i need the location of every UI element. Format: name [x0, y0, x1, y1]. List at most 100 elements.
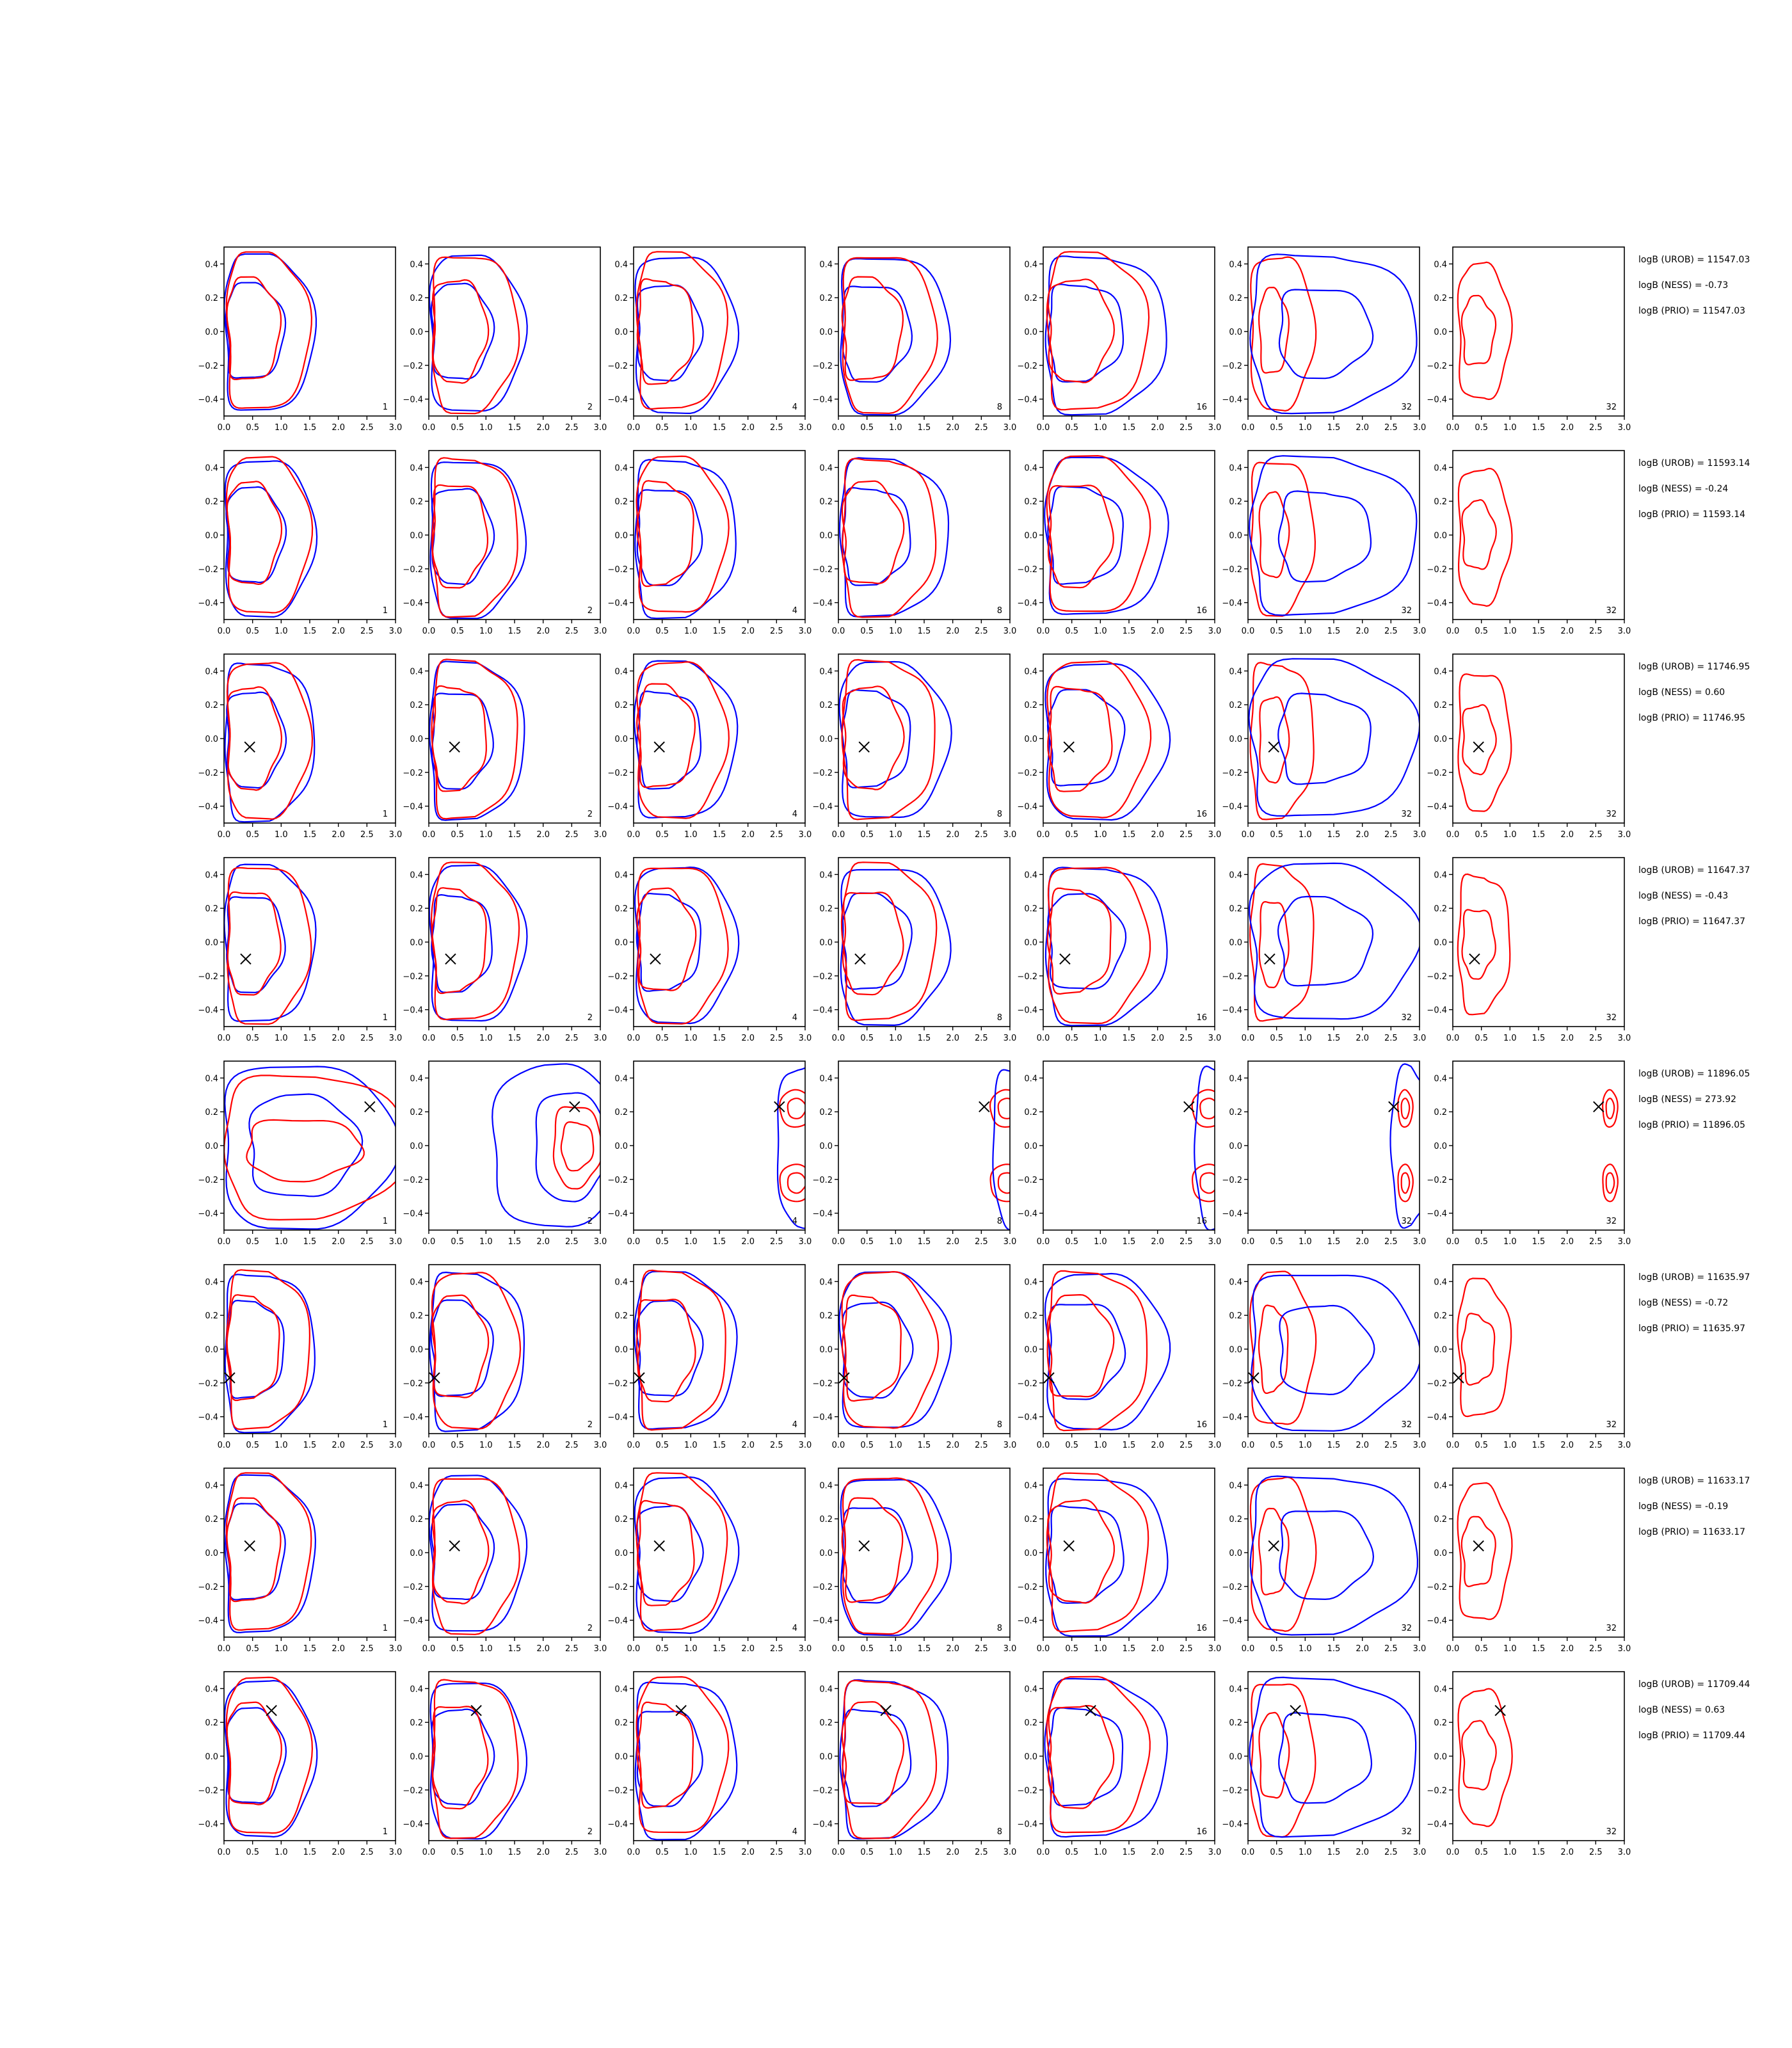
- axes-frame: [223, 857, 396, 1027]
- truth-marker: [1264, 953, 1276, 965]
- logb-annotations-row-4: logB (UROB) = 11647.37 logB (NESS) = -0.4…: [1638, 865, 1750, 927]
- x-tick-label: 0.5: [1065, 1237, 1078, 1247]
- x-tick-label: 3.0: [389, 1848, 403, 1857]
- x-tick-label: 2.5: [975, 830, 988, 840]
- y-tick-label: 0.2: [1229, 294, 1242, 303]
- y-tick-label: 0.0: [1024, 1752, 1037, 1762]
- x-tick-label: 1.5: [918, 1848, 931, 1857]
- y-tick-label: 0.0: [614, 1752, 628, 1762]
- x-tick-label: 1.0: [275, 1644, 288, 1654]
- x-tick-label: 1.0: [684, 1441, 698, 1450]
- subplot-r8-c6: 0.0 0.5 1.0 1.5 2.0 2.5 3.0 0.4 0.2 0.0 −0.2 −0.4 32: [1222, 1671, 1426, 1857]
- y-tick-label: 0.2: [410, 294, 423, 303]
- contour-group: [1602, 1089, 1619, 1203]
- panel-label: 32: [1401, 1827, 1412, 1837]
- x-tick-label: 0.0: [1242, 423, 1255, 433]
- y-tick-label: 0.0: [1229, 328, 1242, 337]
- x-tick-label: 2.0: [946, 1848, 959, 1857]
- red-contour-line: [842, 1679, 938, 1839]
- panel-label: 4: [792, 403, 797, 412]
- y-tick-label: −0.2: [403, 1176, 423, 1185]
- y-tick-label: −0.2: [1017, 1786, 1037, 1796]
- axes-frame: [223, 246, 396, 417]
- panel-label: 1: [383, 810, 388, 819]
- x-tick-label: 0.0: [1037, 830, 1050, 840]
- truth-marker: [979, 1101, 990, 1112]
- y-tick-label: 0.2: [614, 294, 628, 303]
- x-tick-label: 2.5: [1589, 830, 1603, 840]
- logb-annotations-row-8: logB (UROB) = 11709.44 logB (NESS) = 0.63…: [1638, 1679, 1750, 1741]
- red-contour-line: [842, 685, 905, 790]
- contour-group: [1249, 1475, 1419, 1636]
- y-tick-label: 0.4: [410, 1684, 423, 1694]
- truth-marker: [650, 953, 661, 965]
- contour-group: [429, 861, 528, 1022]
- x-tick-label: 2.5: [1180, 830, 1193, 840]
- red-contour-line: [1046, 1270, 1148, 1432]
- panel-label: 8: [997, 1420, 1002, 1430]
- x-tick-label: 3.0: [1004, 1034, 1017, 1043]
- x-tick-label: 3.0: [799, 423, 812, 433]
- contour-group: [838, 659, 952, 820]
- y-tick-label: −0.2: [198, 1583, 218, 1592]
- truth-marker: [880, 1705, 892, 1716]
- subplot-r2-c4: 0.0 0.5 1.0 1.5 2.0 2.5 3.0 0.4 0.2 0.0 −0.2 −0.4 8: [812, 450, 1016, 636]
- y-tick-label: 0.0: [410, 1345, 423, 1355]
- y-tick-label: −0.2: [607, 1786, 628, 1796]
- y-tick-label: 0.0: [1229, 1752, 1242, 1762]
- y-tick-label: 0.4: [1229, 260, 1242, 269]
- x-tick-label: 0.5: [655, 1237, 669, 1247]
- x-tick-label: 0.0: [1242, 1034, 1255, 1043]
- y-tick-label: 0.0: [205, 1549, 218, 1558]
- y-tick-label: 0.2: [819, 497, 833, 507]
- logb-text: logB (UROB) = 11709.44: [1638, 1679, 1750, 1690]
- panel-label: 2: [588, 403, 593, 412]
- red-contour-line: [636, 1500, 695, 1606]
- x-tick-label: 1.0: [1094, 627, 1107, 636]
- blue-contour-line: [1279, 1510, 1375, 1601]
- y-tick-label: 0.2: [614, 1718, 628, 1728]
- blue-contour-line: [1277, 895, 1374, 987]
- y-tick-label: 0.4: [819, 667, 833, 676]
- y-tick-label: 0.4: [205, 1481, 218, 1491]
- x-tick-label: 1.0: [1503, 1237, 1517, 1247]
- y-tick-label: 0.4: [614, 870, 628, 880]
- y-tick-label: −0.2: [403, 769, 423, 778]
- panel-label: 4: [792, 1827, 797, 1837]
- blue-contour-line: [842, 1301, 914, 1399]
- x-tick-label: 3.0: [389, 1441, 403, 1450]
- x-tick-label: 2.5: [1384, 1034, 1398, 1043]
- y-tick-label: 0.2: [614, 904, 628, 914]
- red-contour-line: [1250, 1683, 1316, 1838]
- red-contour-line: [841, 276, 904, 381]
- blue-contour-line: [225, 282, 287, 379]
- x-tick-label: 1.0: [1094, 1034, 1107, 1043]
- panel-label: 32: [1606, 1827, 1617, 1837]
- y-tick-label: 0.4: [410, 260, 423, 269]
- red-contour-line: [787, 1172, 805, 1194]
- blue-contour-line: [226, 896, 286, 993]
- panel-label: 32: [1606, 403, 1617, 412]
- x-tick-label: 3.0: [1004, 1237, 1017, 1247]
- x-tick-label: 0.5: [451, 1848, 464, 1857]
- x-tick-label: 1.5: [303, 1237, 317, 1247]
- x-tick-label: 2.0: [332, 423, 345, 433]
- y-tick-label: 0.0: [205, 938, 218, 948]
- blue-contour-line: [1047, 1707, 1124, 1807]
- y-tick-label: 0.2: [1434, 1718, 1447, 1728]
- y-tick-label: −0.2: [198, 972, 218, 982]
- subplot-r3-c4: 0.0 0.5 1.0 1.5 2.0 2.5 3.0 0.4 0.2 0.0 −0.2 −0.4 8: [812, 653, 1016, 840]
- x-tick-label: 1.0: [275, 1848, 288, 1857]
- y-tick-label: −0.4: [403, 803, 423, 812]
- y-tick-label: 0.0: [205, 1142, 218, 1151]
- red-contour-line: [1249, 863, 1315, 1022]
- blue-contour-line: [1248, 658, 1420, 817]
- axes-frame: [838, 1671, 1011, 1841]
- blue-contour-line: [1279, 1304, 1375, 1396]
- logb-annotations-row-1: logB (UROB) = 11547.03 logB (NESS) = -0.7…: [1638, 255, 1750, 316]
- panel-label: 32: [1401, 1013, 1412, 1023]
- y-tick-label: −0.4: [1017, 1617, 1037, 1626]
- subplot-r2-c7: 0.0 0.5 1.0 1.5 2.0 2.5 3.0 0.4 0.2 0.0 −0.2 −0.4 32: [1427, 450, 1631, 636]
- y-tick-label: −0.2: [403, 972, 423, 982]
- y-tick-label: 0.4: [1434, 260, 1447, 269]
